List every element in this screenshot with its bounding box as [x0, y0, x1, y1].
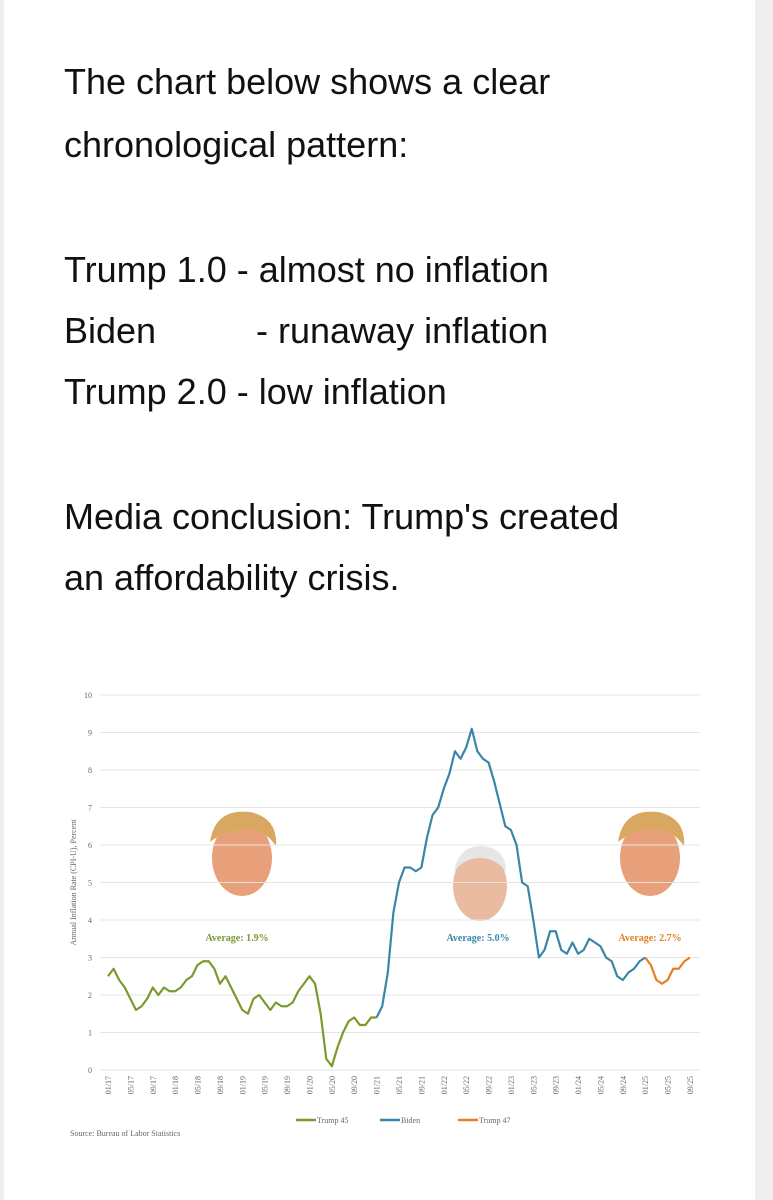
edge — [755, 0, 773, 1200]
legend-label: Trump 45 — [317, 1116, 349, 1125]
legend-label: Biden — [401, 1116, 420, 1125]
x-tick-label: 01/18 — [171, 1076, 180, 1094]
face — [210, 811, 277, 896]
series-line — [644, 956, 691, 985]
face — [453, 846, 507, 921]
x-tick-label: 09/20 — [350, 1076, 359, 1094]
series-line — [107, 960, 377, 1068]
x-tick-label: 01/19 — [238, 1076, 247, 1094]
y-tick-label: 6 — [88, 841, 92, 850]
x-tick-label: 05/20 — [328, 1076, 337, 1094]
x-tick-label: 09/23 — [552, 1076, 561, 1094]
text-line: an affordability crisis. — [64, 557, 400, 598]
y-tick-label: 0 — [88, 1066, 92, 1075]
annotation: Average: 2.7% — [618, 933, 681, 944]
text-line: Trump 2.0 - low inflation — [64, 371, 447, 412]
y-axis-label: Annual Inflation Rate (CPI-U), Percent — [69, 819, 78, 946]
x-tick-label: 01/17 — [104, 1076, 113, 1094]
y-tick-label: 8 — [88, 766, 92, 775]
y-tick-label: 10 — [84, 691, 92, 700]
text-line: - runaway inflation — [256, 310, 549, 351]
x-tick-label: 01/25 — [641, 1076, 650, 1094]
y-tick-label: 9 — [88, 729, 92, 738]
annotation: Average: 1.9% — [205, 933, 268, 944]
x-tick-label: 09/24 — [619, 1076, 628, 1094]
y-tick-label: 7 — [88, 804, 92, 813]
x-tick-label: 09/18 — [216, 1076, 225, 1094]
x-tick-label: 01/21 — [373, 1076, 382, 1094]
x-tick-label: 01/20 — [305, 1076, 314, 1094]
x-tick-label: 01/24 — [574, 1076, 583, 1094]
x-tick-label: 09/22 — [485, 1076, 494, 1094]
x-tick-label: 09/25 — [686, 1076, 695, 1094]
x-tick-label: 05/17 — [126, 1076, 135, 1094]
x-tick-label: 01/23 — [507, 1076, 516, 1094]
y-tick-label: 1 — [88, 1029, 92, 1038]
x-tick-label: 09/17 — [149, 1076, 158, 1094]
text-line: chronological pattern: — [64, 124, 409, 165]
x-tick-label: 09/19 — [283, 1076, 292, 1094]
text-line: Biden — [64, 310, 157, 351]
y-tick-label: 3 — [88, 954, 92, 963]
x-tick-label: 05/21 — [395, 1076, 404, 1094]
y-tick-label: 5 — [88, 879, 92, 888]
annotation: Average: 5.0% — [446, 933, 509, 944]
x-tick-label: 05/18 — [194, 1076, 203, 1094]
series-line — [375, 727, 646, 1018]
text-line: The chart below shows a clear — [64, 61, 551, 102]
x-tick-label: 05/25 — [664, 1076, 673, 1094]
x-tick-label: 05/19 — [261, 1076, 270, 1094]
y-tick-label: 2 — [88, 991, 92, 1000]
source: Source: Bureau of Labor Statistics — [70, 1129, 180, 1138]
x-tick-label: 05/23 — [529, 1076, 538, 1094]
face — [618, 811, 685, 896]
edge — [0, 0, 4, 1200]
x-tick-label: 01/22 — [440, 1076, 449, 1094]
x-tick-label: 05/22 — [462, 1076, 471, 1094]
text-line: Media conclusion: Trump's created — [64, 496, 620, 537]
y-tick-label: 4 — [88, 916, 92, 925]
text-line: Trump 1.0 - almost no inflation — [64, 249, 549, 290]
x-tick-label: 09/21 — [417, 1076, 426, 1094]
x-tick-label: 05/24 — [596, 1076, 605, 1094]
legend-label: Trump 47 — [479, 1116, 511, 1125]
faces — [210, 811, 685, 921]
